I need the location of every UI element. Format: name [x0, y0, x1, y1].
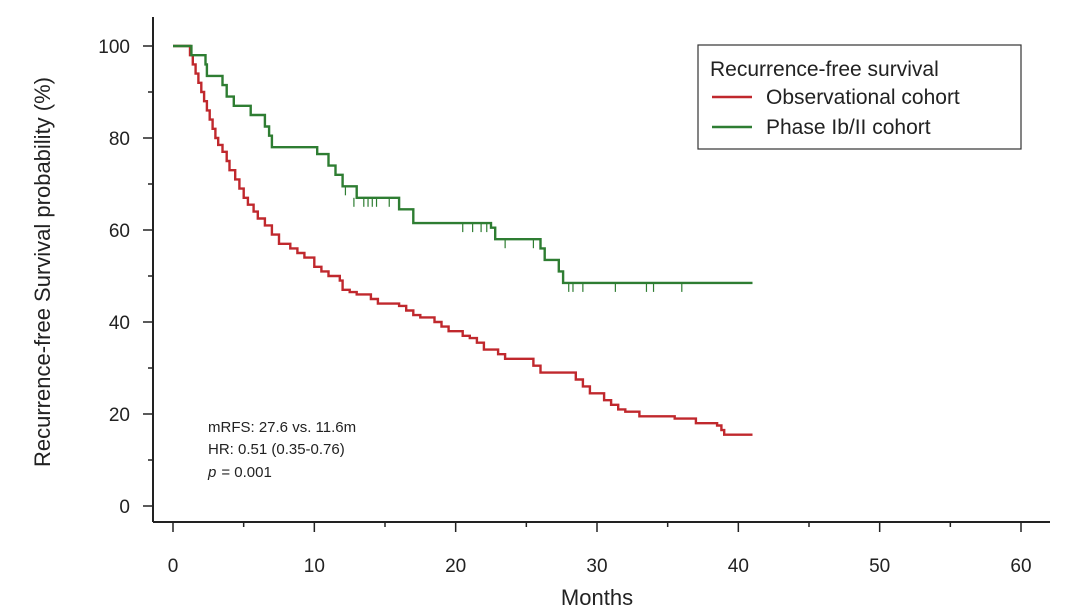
stats-annotation: mRFS: 27.6 vs. 11.6m HR: 0.51 (0.35-0.76…: [207, 419, 356, 481]
x-tick-label: 10: [304, 556, 325, 577]
y-tick-label: 0: [119, 497, 130, 518]
annotation-p-value: = 0.001: [221, 464, 271, 481]
x-ticks: 0 10 20 30 40 50 60: [168, 522, 1032, 577]
y-tick-label: 20: [109, 405, 130, 426]
y-tick-label: 80: [109, 129, 130, 150]
y-tick-label: 100: [98, 37, 130, 58]
x-tick-label: 60: [1010, 556, 1031, 577]
y-ticks: 0 20 40 60 80 100: [98, 37, 153, 518]
series-layer: [173, 44, 753, 436]
axes: [152, 17, 1050, 523]
series-line-observational: [173, 44, 753, 436]
x-tick-label: 40: [728, 556, 749, 577]
annotation-hr: HR: 0.51 (0.35-0.76): [208, 441, 345, 458]
x-tick-label: 50: [869, 556, 890, 577]
y-tick-label: 40: [109, 313, 130, 334]
x-tick-label: 20: [445, 556, 466, 577]
series-line-phase-ib-ii: [173, 44, 753, 285]
x-tick-label: 0: [168, 556, 179, 577]
legend-title: Recurrence-free survival: [710, 58, 939, 81]
y-axis-title: Recurrence-free Survival probability (%): [30, 77, 55, 467]
annotation-p: p = 0.001: [207, 464, 272, 481]
annotation-p-symbol: p: [207, 464, 216, 481]
x-axis-title: Months: [561, 585, 633, 610]
legend-label-phase: Phase Ib/II cohort: [766, 116, 931, 139]
y-tick-label: 60: [109, 221, 130, 242]
x-tick-label: 30: [586, 556, 607, 577]
legend: Recurrence-free survival Observational c…: [697, 44, 1022, 150]
legend-label-observational: Observational cohort: [766, 86, 960, 109]
annotation-mrfs: mRFS: 27.6 vs. 11.6m: [208, 419, 356, 436]
